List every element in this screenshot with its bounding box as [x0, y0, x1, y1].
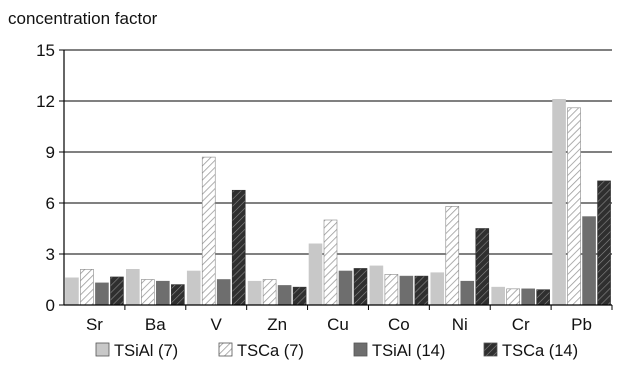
- legend-label-4: TSCa (14): [502, 342, 578, 360]
- y-tick-label: 12: [36, 92, 55, 111]
- legend-swatch-4: [483, 342, 498, 357]
- bar-sr-series-3: [95, 282, 109, 306]
- bar-ba-series-2: [141, 279, 155, 306]
- bar-co-series-4: [414, 275, 429, 306]
- legend-swatch-3: [353, 342, 368, 357]
- x-tick-label-co: Co: [388, 315, 410, 334]
- bar-cu-series-2: [323, 219, 338, 306]
- bar-pb-series-2: [567, 107, 581, 306]
- bar-cu-series-1: [308, 243, 323, 306]
- x-tick-label-ni: Ni: [452, 315, 468, 334]
- bar-zn-series-3: [277, 285, 292, 306]
- bar-ni-series-2: [445, 206, 460, 306]
- bar-v-series-3: [216, 279, 231, 306]
- x-tick-label-zn: Zn: [267, 315, 287, 334]
- bar-sr-series-2: [80, 268, 94, 306]
- axes: 0 3 6 9 12 15 Sr Ba V Zn Cu Co Ni Cr Pb: [36, 41, 613, 334]
- y-tick-label: 3: [46, 245, 55, 264]
- y-tick-label: 0: [46, 296, 55, 315]
- bar-sr-series-4: [110, 276, 124, 306]
- bar-pb-series-1: [552, 99, 566, 306]
- bar-cu-series-4: [353, 268, 368, 306]
- y-axis-label: concentration factor: [8, 9, 158, 28]
- bar-pb-series-3: [582, 216, 596, 306]
- x-tick-label-cr: Cr: [512, 315, 530, 334]
- x-tick-label-sr: Sr: [86, 315, 103, 334]
- bar-sr-series-1: [65, 277, 79, 306]
- y-tick-label: 9: [46, 143, 55, 162]
- legend: TSiAl (7) TSCa (7) TSiAl (14) TSCa (14): [95, 342, 578, 360]
- bar-zn-series-2: [262, 279, 277, 306]
- x-tick-label-ba: Ba: [145, 315, 166, 334]
- x-tick-label-v: V: [211, 315, 223, 334]
- bar-v-series-2: [201, 156, 216, 306]
- bar-co-series-2: [384, 274, 399, 306]
- bar-cr-series-3: [521, 288, 535, 306]
- bar-v-series-4: [231, 189, 246, 306]
- bar-zn-series-4: [292, 286, 307, 306]
- bar-cr-series-2: [506, 288, 520, 306]
- bar-cr-series-1: [491, 286, 505, 306]
- bar-co-series-3: [399, 275, 414, 306]
- bar-ni-series-1: [430, 272, 445, 306]
- bar-ba-series-1: [126, 268, 140, 306]
- x-tick-label-pb: Pb: [571, 315, 592, 334]
- bar-cu-series-3: [338, 270, 353, 306]
- legend-swatch-1: [95, 342, 110, 357]
- bar-co-series-1: [369, 265, 384, 306]
- legend-label-2: TSCa (7): [237, 342, 304, 360]
- legend-swatch-2: [218, 342, 233, 357]
- bar-zn-series-1: [247, 280, 262, 306]
- grid-lines: [64, 49, 612, 255]
- y-tick-label: 15: [36, 41, 55, 60]
- legend-label-1: TSiAl (7): [114, 342, 178, 360]
- x-tick-label-cu: Cu: [327, 315, 349, 334]
- bar-ni-series-3: [460, 280, 475, 306]
- legend-label-3: TSiAl (14): [372, 342, 445, 360]
- y-tick-label: 6: [46, 194, 55, 213]
- bar-v-series-1: [186, 270, 201, 306]
- bar-cr-series-4: [536, 289, 550, 306]
- bar-ni-series-4: [475, 228, 490, 306]
- bar-ba-series-3: [156, 280, 170, 306]
- bar-pb-series-4: [597, 180, 611, 306]
- bar-ba-series-4: [171, 284, 185, 306]
- bars: [65, 99, 611, 306]
